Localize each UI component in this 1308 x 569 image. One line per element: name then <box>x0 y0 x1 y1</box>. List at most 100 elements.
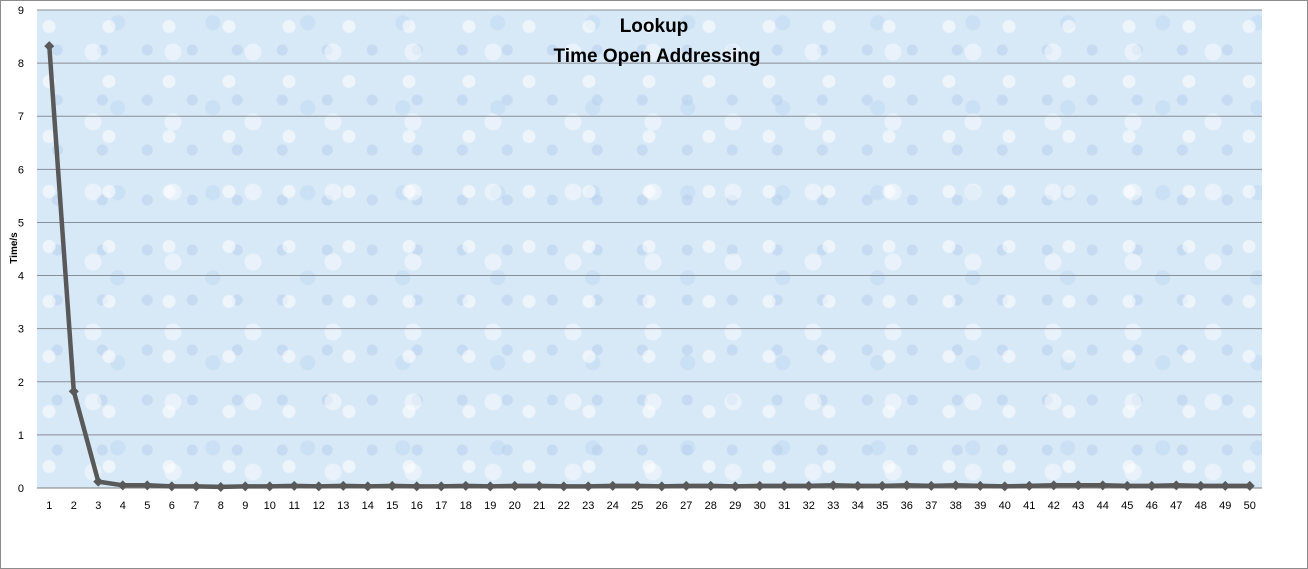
x-tick-label: 20 <box>509 500 521 512</box>
y-tick-label: 9 <box>18 5 24 17</box>
x-tick-label: 39 <box>974 500 986 512</box>
data-point-marker <box>730 481 741 492</box>
x-tick-label: 32 <box>803 500 815 512</box>
x-tick-label: 8 <box>218 500 224 512</box>
x-tick-label: 17 <box>435 500 447 512</box>
data-point-marker <box>44 41 55 52</box>
y-axis-label: Time/s <box>9 232 20 264</box>
data-point-marker <box>1024 480 1035 491</box>
y-tick-label: 0 <box>18 483 24 495</box>
x-tick-label: 36 <box>901 500 913 512</box>
data-point-marker <box>705 480 716 491</box>
data-point-marker <box>1171 480 1182 491</box>
y-tick-label: 4 <box>18 271 24 283</box>
y-tick-label: 2 <box>18 377 24 389</box>
x-tick-label: 10 <box>264 500 276 512</box>
x-tick-label: 38 <box>950 500 962 512</box>
x-tick-label: 3 <box>95 500 101 512</box>
x-tick-label: 37 <box>925 500 937 512</box>
y-tick-label: 3 <box>18 324 24 336</box>
x-tick-label: 25 <box>631 500 643 512</box>
x-axis-ticks: 1 2 3 4 5 6 7 8 9 10 11 12 13 14 15 16 17 18 19 20 21 22 23 24 2… <box>46 500 1256 512</box>
y-tick-label: 8 <box>18 58 24 70</box>
x-tick-label: 22 <box>558 500 570 512</box>
data-point-marker <box>117 480 128 491</box>
data-point-marker <box>362 481 373 492</box>
data-point-marker <box>901 480 912 491</box>
x-tick-label: 9 <box>242 500 248 512</box>
x-tick-label: 42 <box>1048 500 1060 512</box>
x-tick-label: 47 <box>1170 500 1182 512</box>
data-point-marker <box>1244 480 1255 491</box>
x-tick-label: 28 <box>705 500 717 512</box>
data-point-marker <box>583 481 594 492</box>
chart-title-line-2: Time Open Addressing <box>554 46 761 67</box>
x-tick-label: 50 <box>1244 500 1256 512</box>
series-line <box>47 45 1250 490</box>
data-point-marker <box>656 481 667 492</box>
data-point-marker <box>1122 480 1133 491</box>
data-point-marker <box>681 480 692 491</box>
data-point-marker <box>191 481 202 492</box>
data-point-marker <box>828 480 839 491</box>
x-tick-label: 44 <box>1097 500 1109 512</box>
data-point-marker <box>754 480 765 491</box>
x-tick-label: 14 <box>362 500 374 512</box>
x-tick-label: 11 <box>289 500 300 512</box>
x-tick-label: 26 <box>656 500 668 512</box>
data-point-marker <box>999 481 1010 492</box>
data-point-marker <box>852 480 863 491</box>
x-tick-label: 16 <box>411 500 423 512</box>
data-point-marker <box>68 386 79 397</box>
x-tick-label: 6 <box>169 500 175 512</box>
x-tick-label: 48 <box>1195 500 1207 512</box>
x-tick-label: 19 <box>484 500 496 512</box>
x-tick-label: 40 <box>999 500 1011 512</box>
x-tick-label: 7 <box>193 500 199 512</box>
x-tick-label: 43 <box>1072 500 1084 512</box>
y-tick-label: 5 <box>18 217 24 229</box>
x-tick-label: 13 <box>337 500 349 512</box>
data-point-marker <box>1097 480 1108 491</box>
data-point-marker <box>1220 480 1231 491</box>
x-tick-label: 2 <box>71 500 77 512</box>
x-tick-label: 27 <box>680 500 692 512</box>
data-point-marker <box>950 480 961 491</box>
x-tick-label: 46 <box>1146 500 1158 512</box>
x-tick-label: 1 <box>46 500 52 512</box>
data-point-marker <box>534 480 545 491</box>
data-point-marker <box>558 481 569 492</box>
x-tick-label: 49 <box>1219 500 1231 512</box>
data-point-marker <box>93 476 104 487</box>
data-point-marker <box>313 481 324 492</box>
data-point-marker <box>1048 480 1059 491</box>
x-tick-label: 15 <box>386 500 398 512</box>
x-tick-label: 24 <box>607 500 619 512</box>
data-point-marker <box>1195 480 1206 491</box>
data-point-marker <box>926 480 937 491</box>
x-tick-label: 4 <box>120 500 126 512</box>
data-point-marker <box>436 481 447 492</box>
chart-title-line-1: Lookup <box>620 16 689 37</box>
y-tick-label: 6 <box>18 164 24 176</box>
data-point-marker <box>166 481 177 492</box>
data-point-marker <box>509 480 520 491</box>
data-point-marker <box>411 481 422 492</box>
x-tick-label: 41 <box>1023 500 1035 512</box>
data-point-marker <box>779 480 790 491</box>
data-point-marker <box>975 480 986 491</box>
data-point-marker <box>289 480 300 491</box>
data-point-marker <box>264 481 275 492</box>
plot-area <box>37 10 1262 488</box>
data-point-marker <box>803 480 814 491</box>
x-tick-label: 35 <box>876 500 888 512</box>
data-point-marker <box>607 480 618 491</box>
data-point-marker <box>460 480 471 491</box>
data-point-marker <box>240 481 251 492</box>
x-tick-label: 23 <box>582 500 594 512</box>
data-point-marker <box>877 480 888 491</box>
x-tick-label: 34 <box>852 500 864 512</box>
x-tick-label: 31 <box>778 500 790 512</box>
gridlines <box>37 9 1262 489</box>
data-point-marker <box>632 480 643 491</box>
